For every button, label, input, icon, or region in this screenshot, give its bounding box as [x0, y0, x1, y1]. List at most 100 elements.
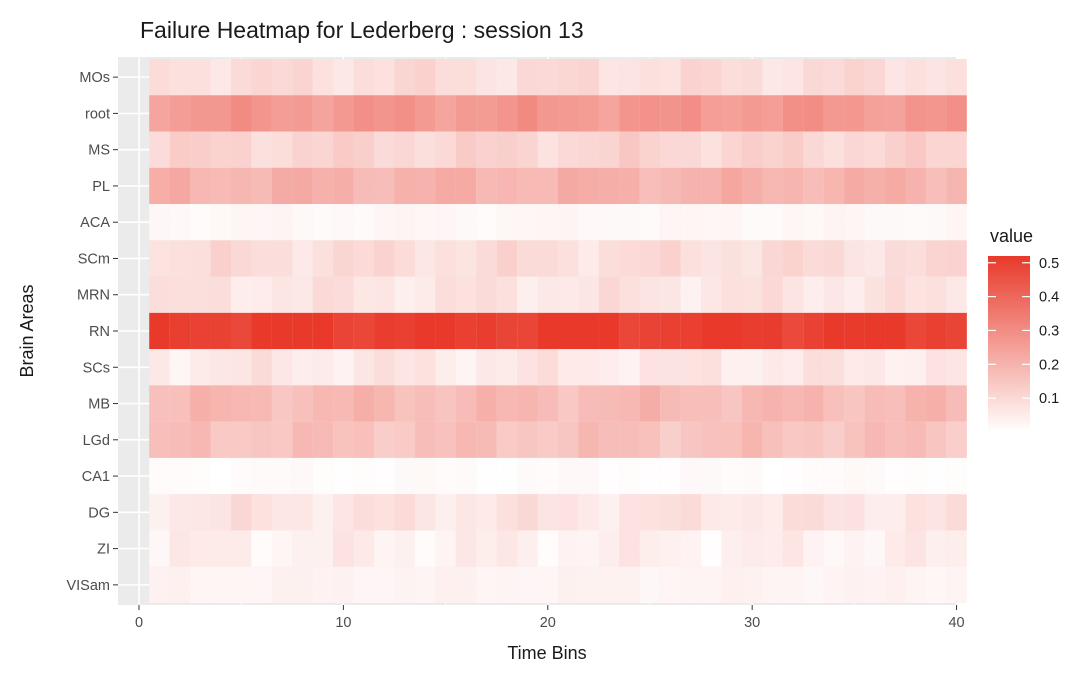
heatmap-cell [374, 530, 395, 567]
heatmap-cell [885, 204, 906, 241]
heatmap-cell [169, 530, 191, 567]
heatmap-cell [925, 95, 947, 132]
heatmap-cell [476, 59, 497, 96]
heatmap-cell [762, 276, 783, 313]
heatmap-cell [353, 312, 375, 350]
heatmap-cell [660, 95, 681, 132]
heatmap-cell [701, 59, 722, 96]
heatmap-cell [680, 494, 702, 531]
heatmap-cell [844, 566, 865, 603]
heatmap-cell [476, 131, 497, 168]
heatmap-cell [844, 95, 865, 132]
heatmap-cell [435, 95, 456, 132]
x-axis: 0 10 20 30 40 [135, 605, 965, 631]
heatmap-cell [537, 276, 559, 313]
heatmap-cell [455, 204, 477, 241]
heatmap-cell [251, 312, 272, 350]
heatmap-cell [639, 240, 661, 277]
heatmap-cell [292, 530, 313, 567]
heatmap-cell [230, 312, 252, 350]
heatmap-cell [353, 421, 375, 458]
heatmap-cell [578, 457, 599, 495]
heatmap-cell [292, 457, 313, 495]
heatmap-cell [210, 312, 232, 350]
heatmap-cell [660, 385, 681, 422]
heatmap-cell [558, 167, 579, 205]
heatmap-cell [660, 457, 681, 495]
heatmap-cell [721, 167, 743, 205]
heatmap-cell [844, 131, 865, 168]
heatmap-cell [455, 59, 477, 96]
heatmap-cell [251, 95, 272, 132]
heatmap-cell [353, 59, 375, 96]
heatmap-cell [517, 349, 538, 386]
heatmap-cell [230, 204, 252, 241]
heatmap-cell [190, 276, 211, 313]
heatmap-cell [701, 385, 722, 422]
heatmap-cell [741, 530, 763, 567]
heatmap-cell [271, 59, 293, 96]
heatmap-cell [701, 276, 722, 313]
heatmap-cell [823, 457, 845, 495]
heatmap-cell [455, 312, 477, 350]
heatmap-cell [496, 530, 518, 567]
y-tick-label: VISam [66, 578, 110, 594]
heatmap-cell [762, 312, 783, 350]
heatmap-cell [660, 530, 681, 567]
heatmap-cell [864, 276, 886, 313]
heatmap-cell [639, 421, 661, 458]
heatmap-cell [333, 494, 354, 531]
heatmap-cell [946, 95, 967, 132]
heatmap-cell [803, 167, 824, 205]
heatmap-cell [149, 349, 170, 386]
heatmap-cell [149, 240, 170, 277]
heatmap-cell [844, 59, 865, 96]
heatmap-cell [496, 312, 518, 350]
heatmap-cell [271, 312, 293, 350]
y-tick-label: MRN [77, 288, 110, 304]
heatmap-cell [905, 167, 926, 205]
heatmap-cell [701, 240, 722, 277]
heatmap-cell [149, 131, 170, 168]
heatmap-cell [701, 494, 722, 531]
heatmap-cell [455, 457, 477, 495]
heatmap-cell [537, 312, 559, 350]
heatmap-cell [762, 349, 783, 386]
heatmap-cell [149, 167, 170, 205]
heatmap-cell [292, 204, 313, 241]
heatmap-cell [598, 167, 620, 205]
heatmap-cell [455, 385, 477, 422]
heatmap-cell [619, 349, 640, 386]
heatmap-cell [741, 276, 763, 313]
heatmap-cell [946, 276, 967, 313]
heatmap-cell [782, 95, 804, 132]
heatmap-cell [374, 349, 395, 386]
heatmap-cell [721, 240, 743, 277]
heatmap-cell [660, 312, 681, 350]
heatmap-cell [803, 566, 824, 603]
heatmap-cell [190, 494, 211, 531]
heatmap-cell [190, 240, 211, 277]
chart-title: Failure Heatmap for Lederberg : session … [140, 17, 584, 43]
heatmap-cell [639, 59, 661, 96]
heatmap-cell [578, 167, 599, 205]
heatmap-cell [292, 240, 313, 277]
heatmap-cell [455, 421, 477, 458]
heatmap-cell [823, 530, 845, 567]
heatmap-cell [251, 457, 272, 495]
heatmap-cell [741, 385, 763, 422]
heatmap-cell [374, 131, 395, 168]
heatmap-cell [312, 204, 334, 241]
heatmap-cell [741, 457, 763, 495]
heatmap-cell [333, 530, 354, 567]
heatmap-cell [333, 95, 354, 132]
heatmap-cell [639, 204, 661, 241]
x-axis-title: Time Bins [507, 643, 586, 663]
heatmap-cell [558, 240, 579, 277]
heatmap-cell [374, 59, 395, 96]
heatmap-cell [496, 240, 518, 277]
heatmap-cell [619, 167, 640, 205]
heatmap-cell [496, 349, 518, 386]
heatmap-cell [864, 204, 886, 241]
heatmap-cell [578, 312, 599, 350]
